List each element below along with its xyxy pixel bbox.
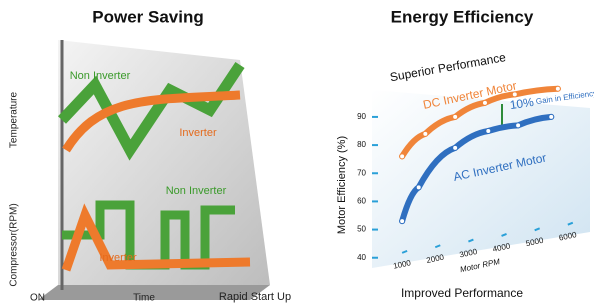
point [555,86,560,91]
y-tick-label: 60 [357,197,366,206]
x-axis-label: Motor RPM [459,257,501,274]
label: Rapid Start Up [219,291,291,303]
point [482,100,487,105]
y-tick-label: 50 [357,225,366,234]
point [423,131,428,136]
point [516,123,521,128]
axis-label: Temperature [9,91,20,148]
plot-area [372,90,590,268]
label: Inverter [179,127,217,139]
axis-label: Compressor(RPM) [9,203,20,286]
point [549,114,554,119]
label: Time [133,293,155,304]
annotation: Superior Performance [389,50,507,84]
label: Inverter [99,252,137,264]
label: Non Inverter [70,70,131,82]
y-axis-label: Motor Efficiency (%) [336,136,348,234]
y-tick-label: 90 [357,112,366,121]
label: Non Inverter [166,185,227,197]
y-tick-label: 40 [357,253,366,262]
power-saving-panel: Power Saving Non Inverter Inverter Non I… [9,7,291,303]
annotation: Improved Performance [401,286,523,300]
point [416,185,421,190]
point [486,129,491,134]
point [453,114,458,119]
label: ON [30,293,45,304]
chart-title: Energy Efficiency [391,7,534,26]
point [453,145,458,150]
page: Power Saving Non Inverter Inverter Non I… [0,0,594,304]
point [400,154,405,159]
efficiency-chart: Energy Efficiency Superior Performance I… [336,7,594,300]
y-tick-label: 80 [357,140,366,149]
y-tick-label: 70 [357,168,366,177]
title: Power Saving [92,7,203,26]
point [400,219,405,224]
